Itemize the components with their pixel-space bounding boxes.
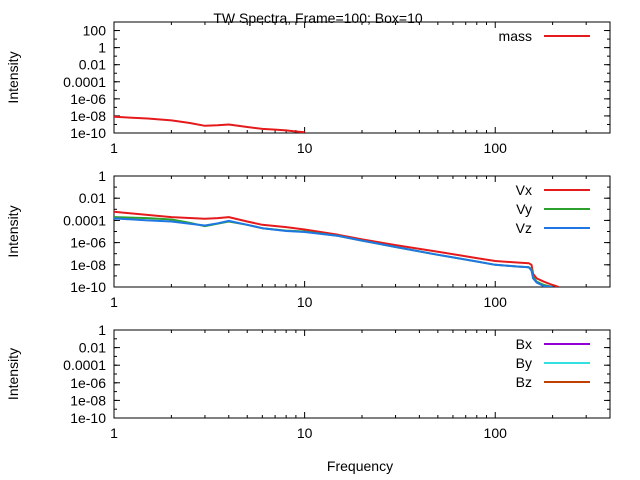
panel-mass: 1 10 10010010.010.00011e-061e-081e-10Inten… xyxy=(5,21,611,156)
x-tick-label: 1 xyxy=(110,294,118,310)
x-tick-label: 100 xyxy=(484,140,508,156)
x-tick-label: 10 xyxy=(297,294,313,310)
panel-velocity: 1 10 100 1 0.01 0.0001 1e-06 1e-08 1e-10 Intensit… xyxy=(5,168,611,310)
legend-label-vz: Vz xyxy=(516,220,532,236)
legend-label-vy: Vy xyxy=(516,201,532,217)
legend-label-mass: mass xyxy=(499,28,532,44)
y-tick-label: 0.01 xyxy=(79,57,106,73)
y-tick-label: 1 xyxy=(98,322,106,338)
x-tick-label: 1 xyxy=(110,140,118,156)
y-tick-label: 100 xyxy=(83,23,107,39)
y-tick-label: 1e-08 xyxy=(70,392,106,408)
x-tick-label: 10 xyxy=(297,140,313,156)
chart-title: TW Spectra, Frame=100; Box=10 xyxy=(213,10,423,26)
y-tick-label: 1 xyxy=(98,168,106,184)
y-tick-label: 1e-06 xyxy=(70,375,106,391)
y-tick-label: 0.01 xyxy=(79,190,106,206)
y-tick-label: 0.0001 xyxy=(63,357,106,373)
series-line-vx xyxy=(114,210,559,287)
plot-frame xyxy=(113,329,611,419)
x-tick-label: 10 xyxy=(297,425,313,441)
x-tick-label: 100 xyxy=(484,425,508,441)
y-axis-label-velocity: Intensity xyxy=(5,205,21,257)
plot-frame xyxy=(113,21,611,134)
y-tick-label: 1e-06 xyxy=(70,235,106,251)
legend-label-by: By xyxy=(516,355,532,371)
legend-label-bx: Bx xyxy=(516,336,532,352)
series-line-vz xyxy=(114,217,553,287)
y-tick-label: 0.0001 xyxy=(63,74,106,90)
plot-frame xyxy=(113,175,611,288)
y-axis-label-magnetic: Intensity xyxy=(5,348,21,400)
y-tick-label: 1e-06 xyxy=(70,91,106,107)
x-tick-label: 1 xyxy=(110,425,118,441)
y-tick-label: 1e-08 xyxy=(70,108,106,124)
y-tick-label: 0.01 xyxy=(79,340,106,356)
y-tick-label: 1e-10 xyxy=(70,279,106,295)
y-tick-label: 0.0001 xyxy=(63,212,106,228)
y-tick-label: 1e-10 xyxy=(70,125,106,141)
y-axis-label-mass: Intensity xyxy=(5,51,21,103)
legend-label-bz: Bz xyxy=(516,374,532,390)
x-axis-label: Frequency xyxy=(327,458,393,474)
y-tick-label: 1e-10 xyxy=(70,410,106,426)
legend-label-vx: Vx xyxy=(516,182,532,198)
series-line-mass xyxy=(114,115,305,133)
series-line-vy xyxy=(114,216,553,287)
y-tick-label: 1 xyxy=(98,40,106,56)
y-tick-label: 1e-08 xyxy=(70,257,106,273)
x-tick-label: 100 xyxy=(484,294,508,310)
